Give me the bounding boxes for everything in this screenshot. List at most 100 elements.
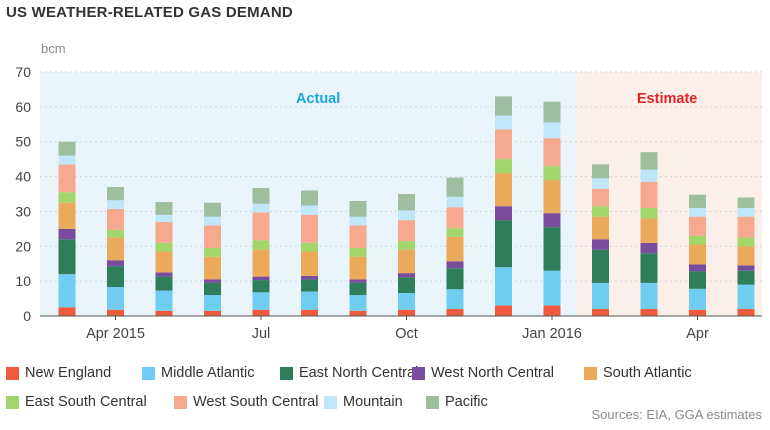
estimate-region-label: Estimate	[637, 91, 697, 107]
bar-segment	[640, 253, 658, 283]
bar-segment	[107, 266, 124, 288]
bar-segment	[252, 280, 270, 293]
bar-segment	[204, 248, 221, 257]
bar-segment	[543, 101, 561, 123]
bar-segment	[737, 216, 755, 238]
bar-segment	[446, 196, 464, 208]
bar-segment	[107, 260, 124, 267]
bar-segment	[349, 295, 367, 311]
bars	[58, 96, 755, 316]
source-note: Sources: EIA, GGA estimates	[591, 407, 762, 422]
bar-segment	[155, 310, 173, 316]
legend-swatch	[142, 366, 155, 380]
bar-segment	[58, 202, 76, 229]
legend-swatch	[6, 366, 19, 380]
bar-segment	[301, 291, 318, 310]
y-tick-label: 50	[15, 134, 31, 150]
bar-segment	[58, 155, 76, 165]
bar-segment	[543, 305, 561, 316]
bar-segment	[107, 200, 124, 209]
bar-segment	[252, 203, 270, 213]
bar-stack	[446, 177, 464, 316]
y-tick-label: 30	[15, 203, 31, 219]
bar-segment	[495, 96, 512, 116]
actual-region-label: Actual	[296, 91, 340, 107]
bar-segment	[446, 309, 464, 316]
x-tick-label: Apr 2015	[86, 326, 145, 342]
chart-plot: Actual Estimate 0 10 20 30 40 50 60 70 bcm Apr …	[15, 41, 762, 342]
bar-segment	[592, 249, 609, 283]
bar-segment	[592, 282, 609, 310]
y-tick-label: 40	[15, 169, 31, 185]
bar-segment	[398, 210, 415, 221]
x-tick-label: Apr	[686, 326, 709, 342]
x-tick-label: Oct	[395, 326, 418, 342]
bar-segment	[349, 216, 367, 226]
bar-segment	[640, 218, 658, 243]
bar-segment	[252, 249, 270, 277]
bar-segment	[155, 276, 173, 291]
bar-segment	[398, 194, 415, 211]
bar-segment	[301, 251, 318, 276]
bar-segment	[155, 272, 173, 277]
bar-segment	[640, 309, 658, 316]
legend-item: South Atlantic	[584, 365, 692, 381]
x-tick-label: Jan 2016	[522, 326, 582, 342]
legend-swatch	[174, 395, 187, 409]
bar-segment	[58, 192, 76, 203]
bar-segment	[107, 229, 124, 238]
bar-stack	[495, 96, 512, 316]
bar-segment	[592, 216, 609, 240]
bar-segment	[398, 292, 415, 310]
legend-item: New England	[6, 365, 111, 381]
bar-segment	[495, 267, 512, 306]
legend-item: Middle Atlantic	[142, 365, 255, 381]
bar-segment	[58, 274, 76, 308]
bar-stack	[155, 202, 173, 316]
bar-segment	[689, 271, 706, 289]
y-axis-label: bcm	[41, 41, 66, 56]
bar-segment	[107, 237, 124, 261]
bar-segment	[301, 214, 318, 243]
bar-segment	[689, 288, 706, 310]
bar-segment	[640, 242, 658, 254]
bar-segment	[155, 202, 173, 215]
legend-item: East South Central	[6, 394, 147, 410]
bar-segment	[689, 235, 706, 245]
y-tick-label: 70	[15, 64, 31, 80]
bar-segment	[252, 188, 270, 204]
bar-segment	[543, 270, 561, 306]
bar-segment	[155, 242, 173, 252]
legend-label: West North Central	[431, 365, 555, 381]
bar-segment	[495, 173, 512, 207]
bar-segment	[349, 282, 367, 296]
legend-swatch	[280, 366, 293, 380]
bar-segment	[349, 225, 367, 249]
bar-segment	[301, 309, 318, 316]
legend-label: Pacific	[445, 394, 488, 410]
bar-segment	[58, 164, 76, 193]
bar-segment	[446, 236, 464, 262]
bar-segment	[349, 279, 367, 283]
bar-segment	[446, 268, 464, 290]
bar-stack	[58, 141, 76, 316]
bar-segment	[495, 206, 512, 221]
bar-segment	[301, 190, 318, 206]
x-tick-label: Jul	[252, 326, 271, 342]
legend-label: Middle Atlantic	[161, 365, 255, 381]
bar-segment	[592, 206, 609, 217]
bar-segment	[107, 309, 124, 316]
bar-segment	[204, 279, 221, 283]
bar-segment	[640, 181, 658, 208]
bar-segment	[737, 270, 755, 285]
bar-segment	[252, 309, 270, 316]
bar-segment	[543, 138, 561, 167]
bar-segment	[349, 256, 367, 280]
bar-segment	[446, 261, 464, 269]
bar-segment	[640, 169, 658, 182]
bar-segment	[543, 122, 561, 139]
bar-segment	[543, 166, 561, 181]
bar-segment	[252, 292, 270, 310]
bar-segment	[155, 251, 173, 273]
legend-label: East North Central	[299, 365, 419, 381]
